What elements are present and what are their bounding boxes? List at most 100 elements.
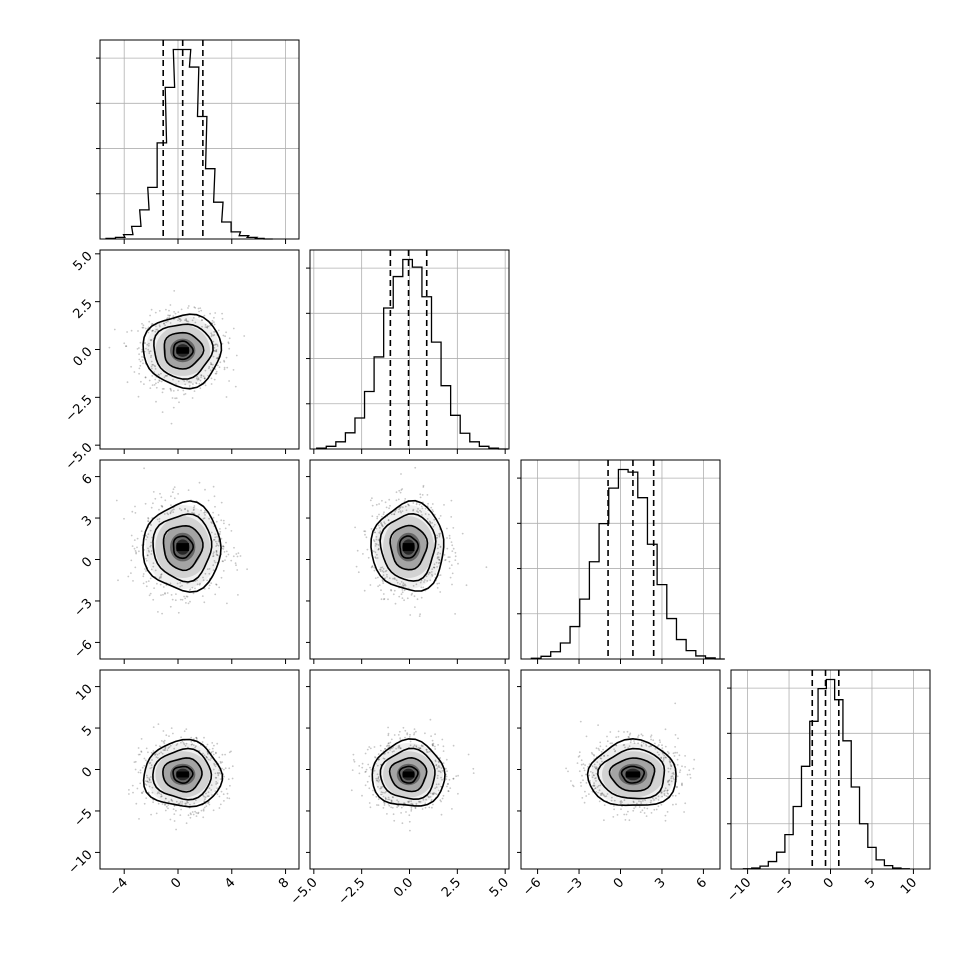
scatter-point [444, 559, 447, 561]
scatter-point [206, 325, 209, 328]
scatter-point [177, 493, 180, 495]
scatter-point [438, 582, 440, 585]
scatter-point [224, 767, 227, 770]
scatter-point [683, 811, 685, 813]
scatter-point [678, 792, 680, 795]
scatter-point [154, 753, 157, 755]
scatter-point [369, 806, 372, 809]
scatter-point [163, 803, 166, 806]
scatter-point [134, 768, 137, 771]
scatter-point [142, 326, 145, 329]
scatter-point [164, 592, 166, 594]
scatter-point [210, 383, 213, 385]
scatter-point [676, 786, 678, 789]
scatter-point [662, 752, 664, 755]
scatter-point [398, 746, 401, 749]
scatter-point [203, 517, 206, 519]
scatter-point [186, 595, 189, 598]
scatter-point [611, 796, 613, 799]
scatter-point [145, 559, 148, 562]
scatter-point [660, 756, 663, 759]
scatter-point [450, 541, 453, 543]
scatter-point [377, 776, 380, 779]
y-tick-label: −10 [66, 847, 96, 877]
scatter-point [595, 747, 598, 750]
scatter-point [378, 513, 380, 516]
scatter-point [668, 784, 671, 786]
scatter-point [237, 594, 239, 596]
scatter-point [210, 531, 213, 534]
scatter-point [171, 800, 174, 802]
scatter-point [585, 735, 588, 738]
scatter-point [210, 784, 213, 786]
contour-line [370, 499, 445, 592]
scatter-point [203, 377, 206, 379]
scatter-point [156, 792, 159, 795]
scatter-point [126, 381, 129, 384]
scatter-point [457, 792, 459, 795]
scatter-point [593, 774, 595, 777]
scatter-point [235, 564, 237, 567]
scatter-point [172, 390, 175, 392]
scatter-point [205, 792, 207, 795]
scatter-point [667, 767, 670, 770]
scatter-point [381, 785, 384, 788]
scatter-point [380, 589, 382, 592]
scatter-point [187, 602, 190, 605]
scatter-point [149, 350, 152, 353]
scatter-point [591, 771, 594, 774]
scatter-point [139, 360, 142, 363]
scatter-point [227, 341, 230, 344]
scatter-point [448, 778, 451, 781]
scatter-point [163, 742, 166, 744]
scatter-point [141, 356, 143, 358]
scatter-point [221, 317, 224, 320]
scatter-point [397, 747, 400, 749]
scatter-point [221, 767, 223, 770]
scatter-point [638, 800, 640, 803]
scatter-point [407, 503, 409, 506]
contour-line [389, 524, 429, 571]
scatter-point [151, 759, 153, 761]
scatter-point [592, 785, 595, 788]
scatter-point [164, 749, 167, 751]
scatter-point [617, 730, 620, 733]
scatter-point [367, 763, 370, 766]
x-tick-label: 3 [652, 875, 668, 891]
scatter-point [171, 509, 174, 511]
scatter-point [160, 573, 163, 575]
scatter-point [413, 733, 415, 736]
scatter-point [371, 504, 374, 507]
scatter-point [380, 786, 382, 788]
scatter-point [435, 561, 438, 564]
contour-line [379, 747, 436, 801]
scatter-point [140, 530, 143, 532]
scatter-point [650, 734, 653, 737]
scatter-point [603, 794, 605, 797]
scatter-point [170, 495, 172, 498]
scatter-point [235, 553, 238, 555]
scatter-point [195, 736, 198, 739]
scatter-point [158, 752, 161, 755]
x-tick-label: 0 [168, 875, 184, 891]
scatter-point [208, 587, 210, 590]
scatter-point [390, 799, 393, 802]
scatter-point [419, 581, 422, 584]
scatter-point [633, 742, 636, 744]
scatter-point [447, 782, 449, 785]
scatter-point [426, 580, 429, 582]
scatter-point [594, 787, 596, 790]
scatter-point [391, 806, 394, 809]
scatter-point [173, 486, 176, 488]
scatter-point [159, 325, 161, 328]
scatter-point [672, 771, 675, 774]
scatter-point [215, 549, 218, 552]
scatter-point [404, 498, 407, 500]
scatter-point [438, 517, 441, 520]
scatter-point [195, 736, 198, 739]
scatter-point [230, 530, 233, 532]
scatter-point [664, 789, 666, 792]
scatter-point [143, 764, 146, 767]
scatter-point [603, 754, 605, 757]
scatter-point [173, 747, 176, 750]
